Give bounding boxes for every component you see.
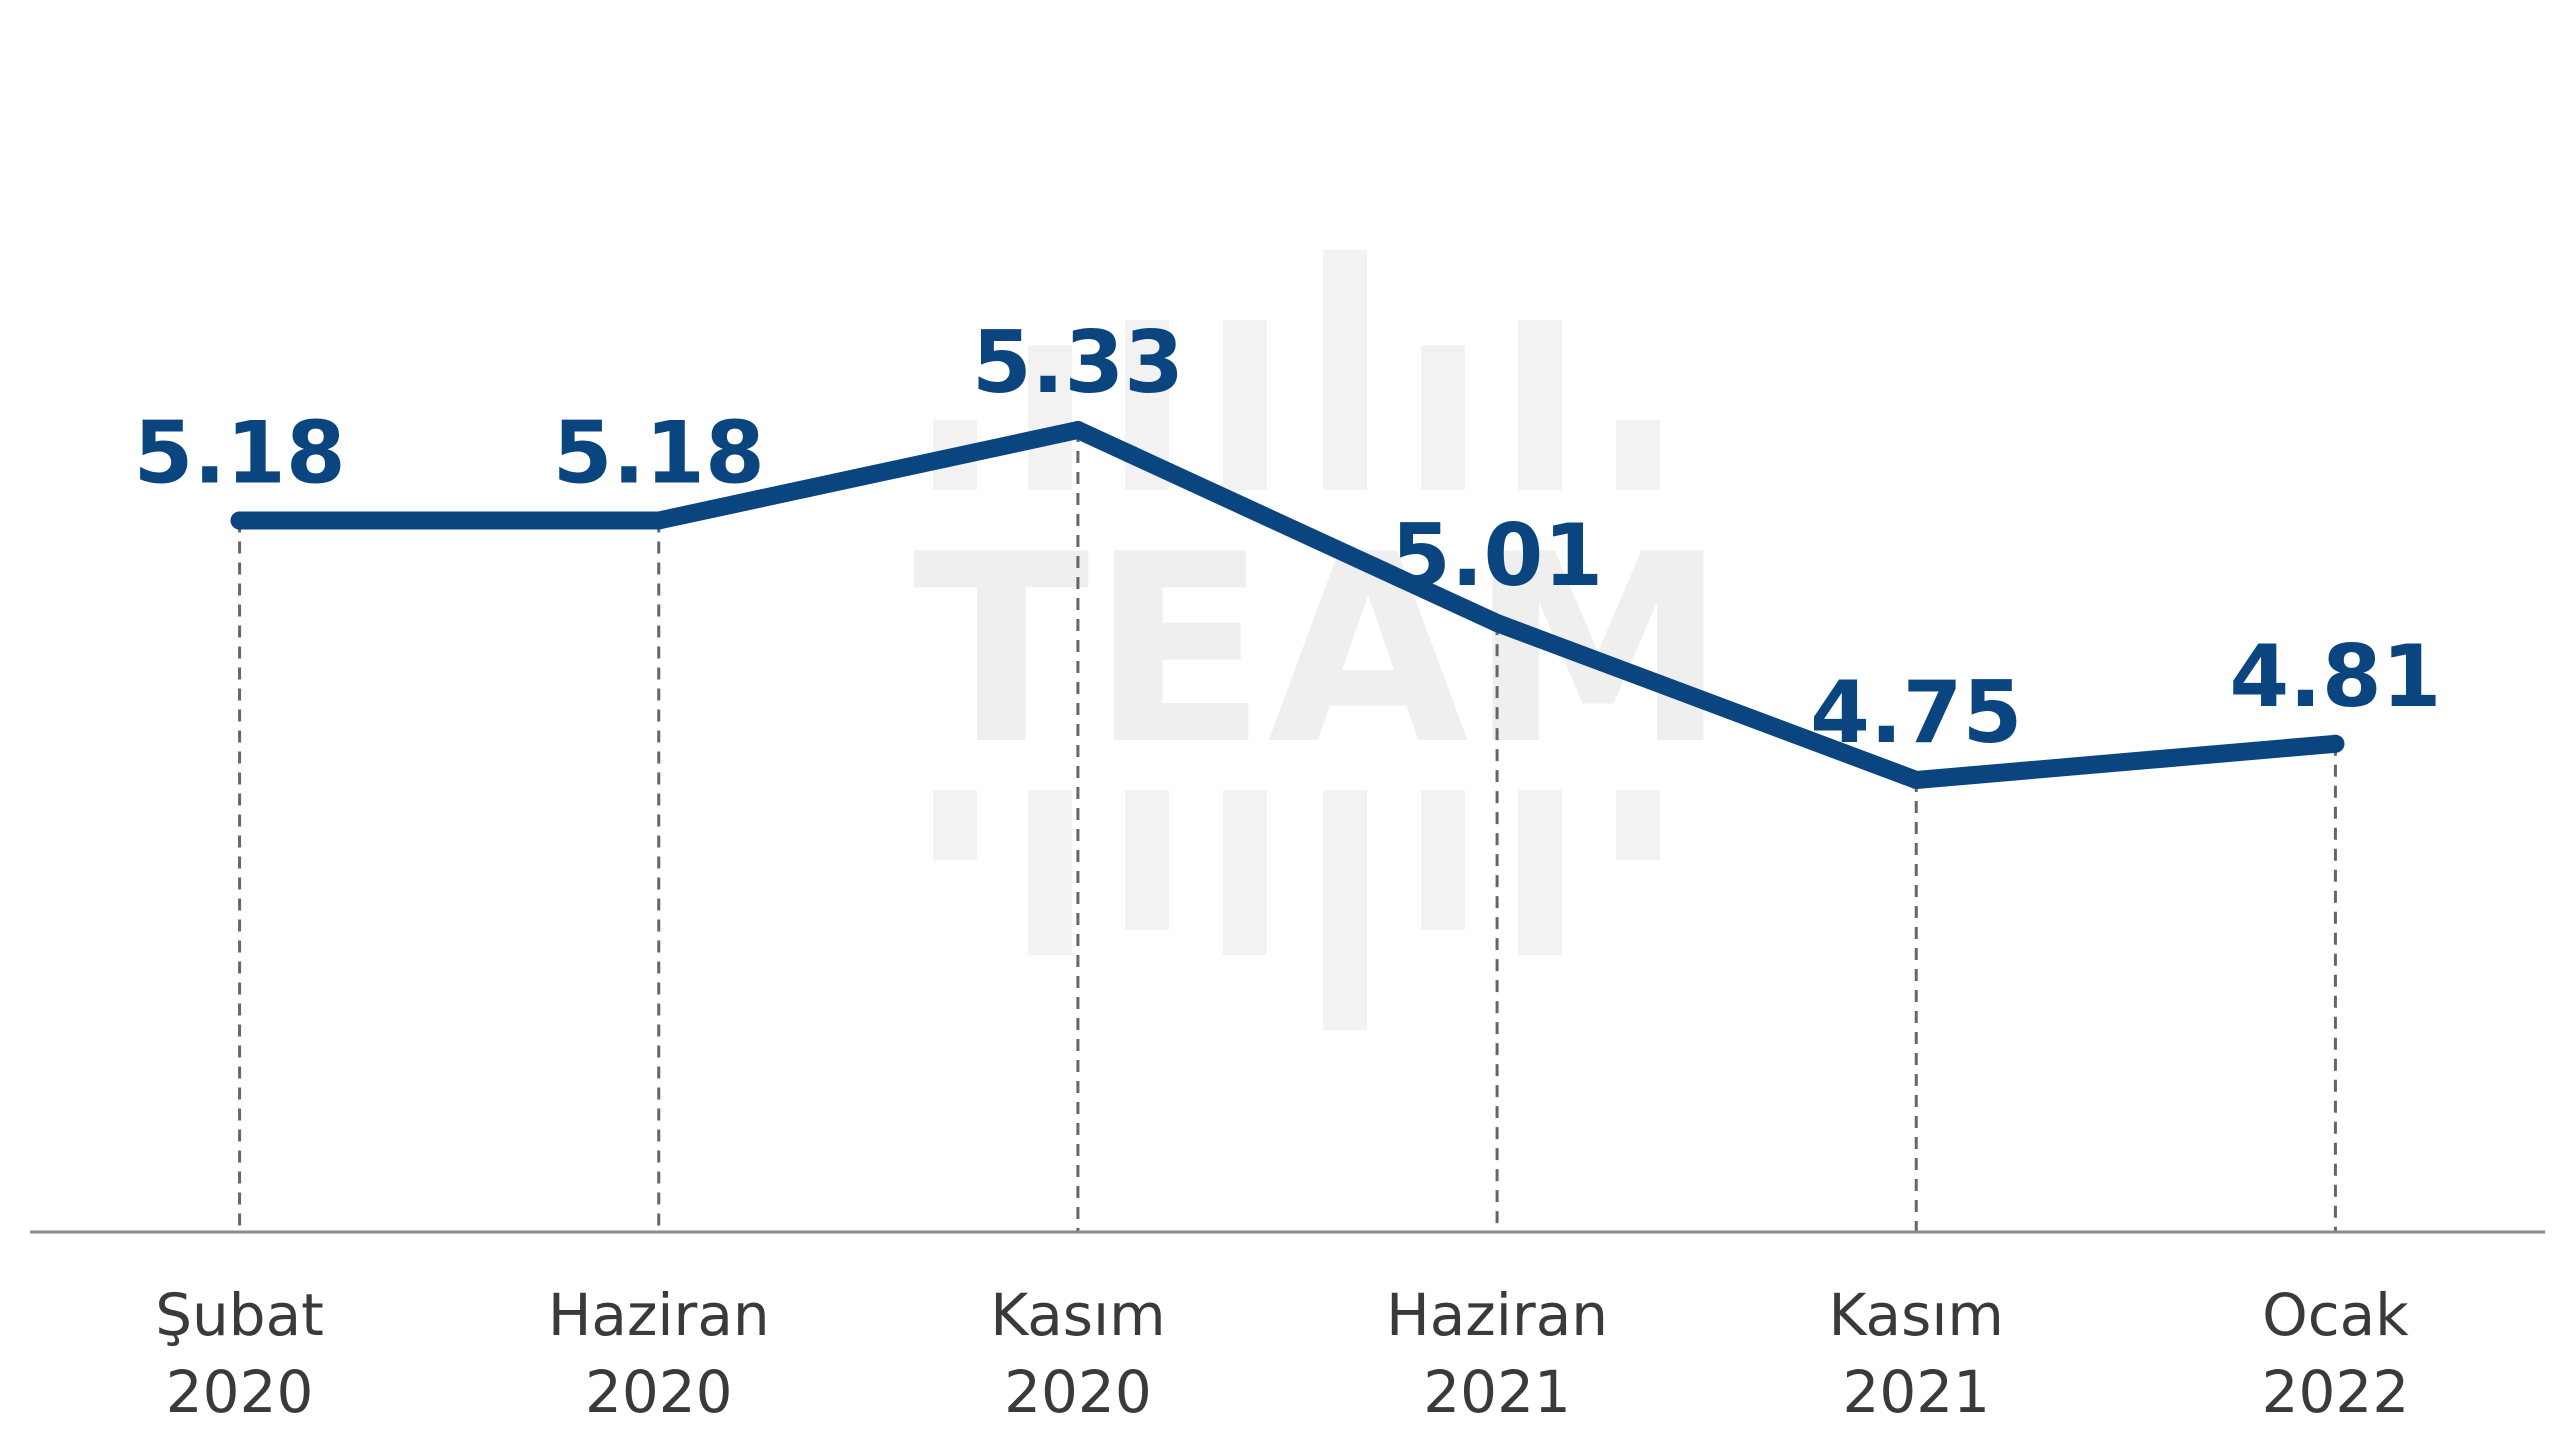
watermark-bar-bottom-0 (933, 790, 977, 860)
data-label-0: 5.18 (133, 404, 345, 504)
watermark-bar-top-5 (1421, 345, 1465, 490)
x-tick-label-5-year: 2022 (2262, 1358, 2410, 1426)
watermark-bar-bottom-2 (1125, 790, 1169, 930)
watermark-bar-bottom-5 (1421, 790, 1465, 930)
x-tick-label-3-month: Haziran (1386, 1281, 1608, 1349)
watermark-bar-top-3 (1223, 320, 1267, 490)
data-point-1 (649, 511, 668, 530)
x-tick-label-2-year: 2020 (1004, 1358, 1152, 1426)
x-tick-label-3-year: 2021 (1423, 1358, 1571, 1426)
watermark-bar-bottom-3 (1223, 790, 1267, 955)
watermark-bar-top-6 (1518, 320, 1562, 490)
series-line (230, 421, 2345, 789)
x-tick-label-1-year: 2020 (585, 1358, 733, 1426)
data-point-0 (230, 511, 249, 530)
x-tick-label-2-month: Kasım (990, 1281, 1165, 1349)
x-tick-label-1-month: Haziran (548, 1281, 770, 1349)
data-label-4: 4.75 (1810, 663, 2022, 763)
series-layer (230, 421, 2345, 789)
watermark-bar-top-7 (1616, 420, 1660, 490)
data-point-3 (1488, 614, 1507, 633)
x-axis-tick-labels: Şubat 2020 Haziran 2020 Kasım 2020 Haziran 2021… (155, 1281, 2409, 1426)
watermark-bar-top-4 (1323, 250, 1367, 490)
watermark-bar-bottom-7 (1616, 790, 1660, 860)
x-tick-label-0-year: 2020 (166, 1358, 314, 1426)
data-label-1: 5.18 (553, 404, 765, 504)
x-tick-label-5-month: Ocak (2262, 1281, 2409, 1349)
watermark-bar-bottom-1 (1028, 790, 1072, 955)
data-point-5 (2326, 734, 2345, 753)
x-tick-label-4-month: Kasım (1829, 1281, 2004, 1349)
x-tick-label-0-month: Şubat (155, 1281, 324, 1349)
x-tick-label-4-year: 2021 (1842, 1358, 1990, 1426)
vertical-guide-lines (238, 430, 2337, 1232)
data-label-5: 4.81 (2229, 627, 2441, 727)
data-point-4 (1907, 771, 1926, 789)
data-labels: 5.18 5.18 5.33 5.01 4.75 4.81 (133, 313, 2441, 763)
data-label-2: 5.33 (972, 313, 1184, 413)
data-point-2 (1068, 421, 1087, 439)
watermark-bar-bottom-6 (1518, 790, 1562, 955)
watermark-bar-bottom-4 (1323, 790, 1367, 1030)
watermark-bar-top-1 (1028, 345, 1072, 490)
data-label-3: 5.01 (1391, 506, 1603, 606)
